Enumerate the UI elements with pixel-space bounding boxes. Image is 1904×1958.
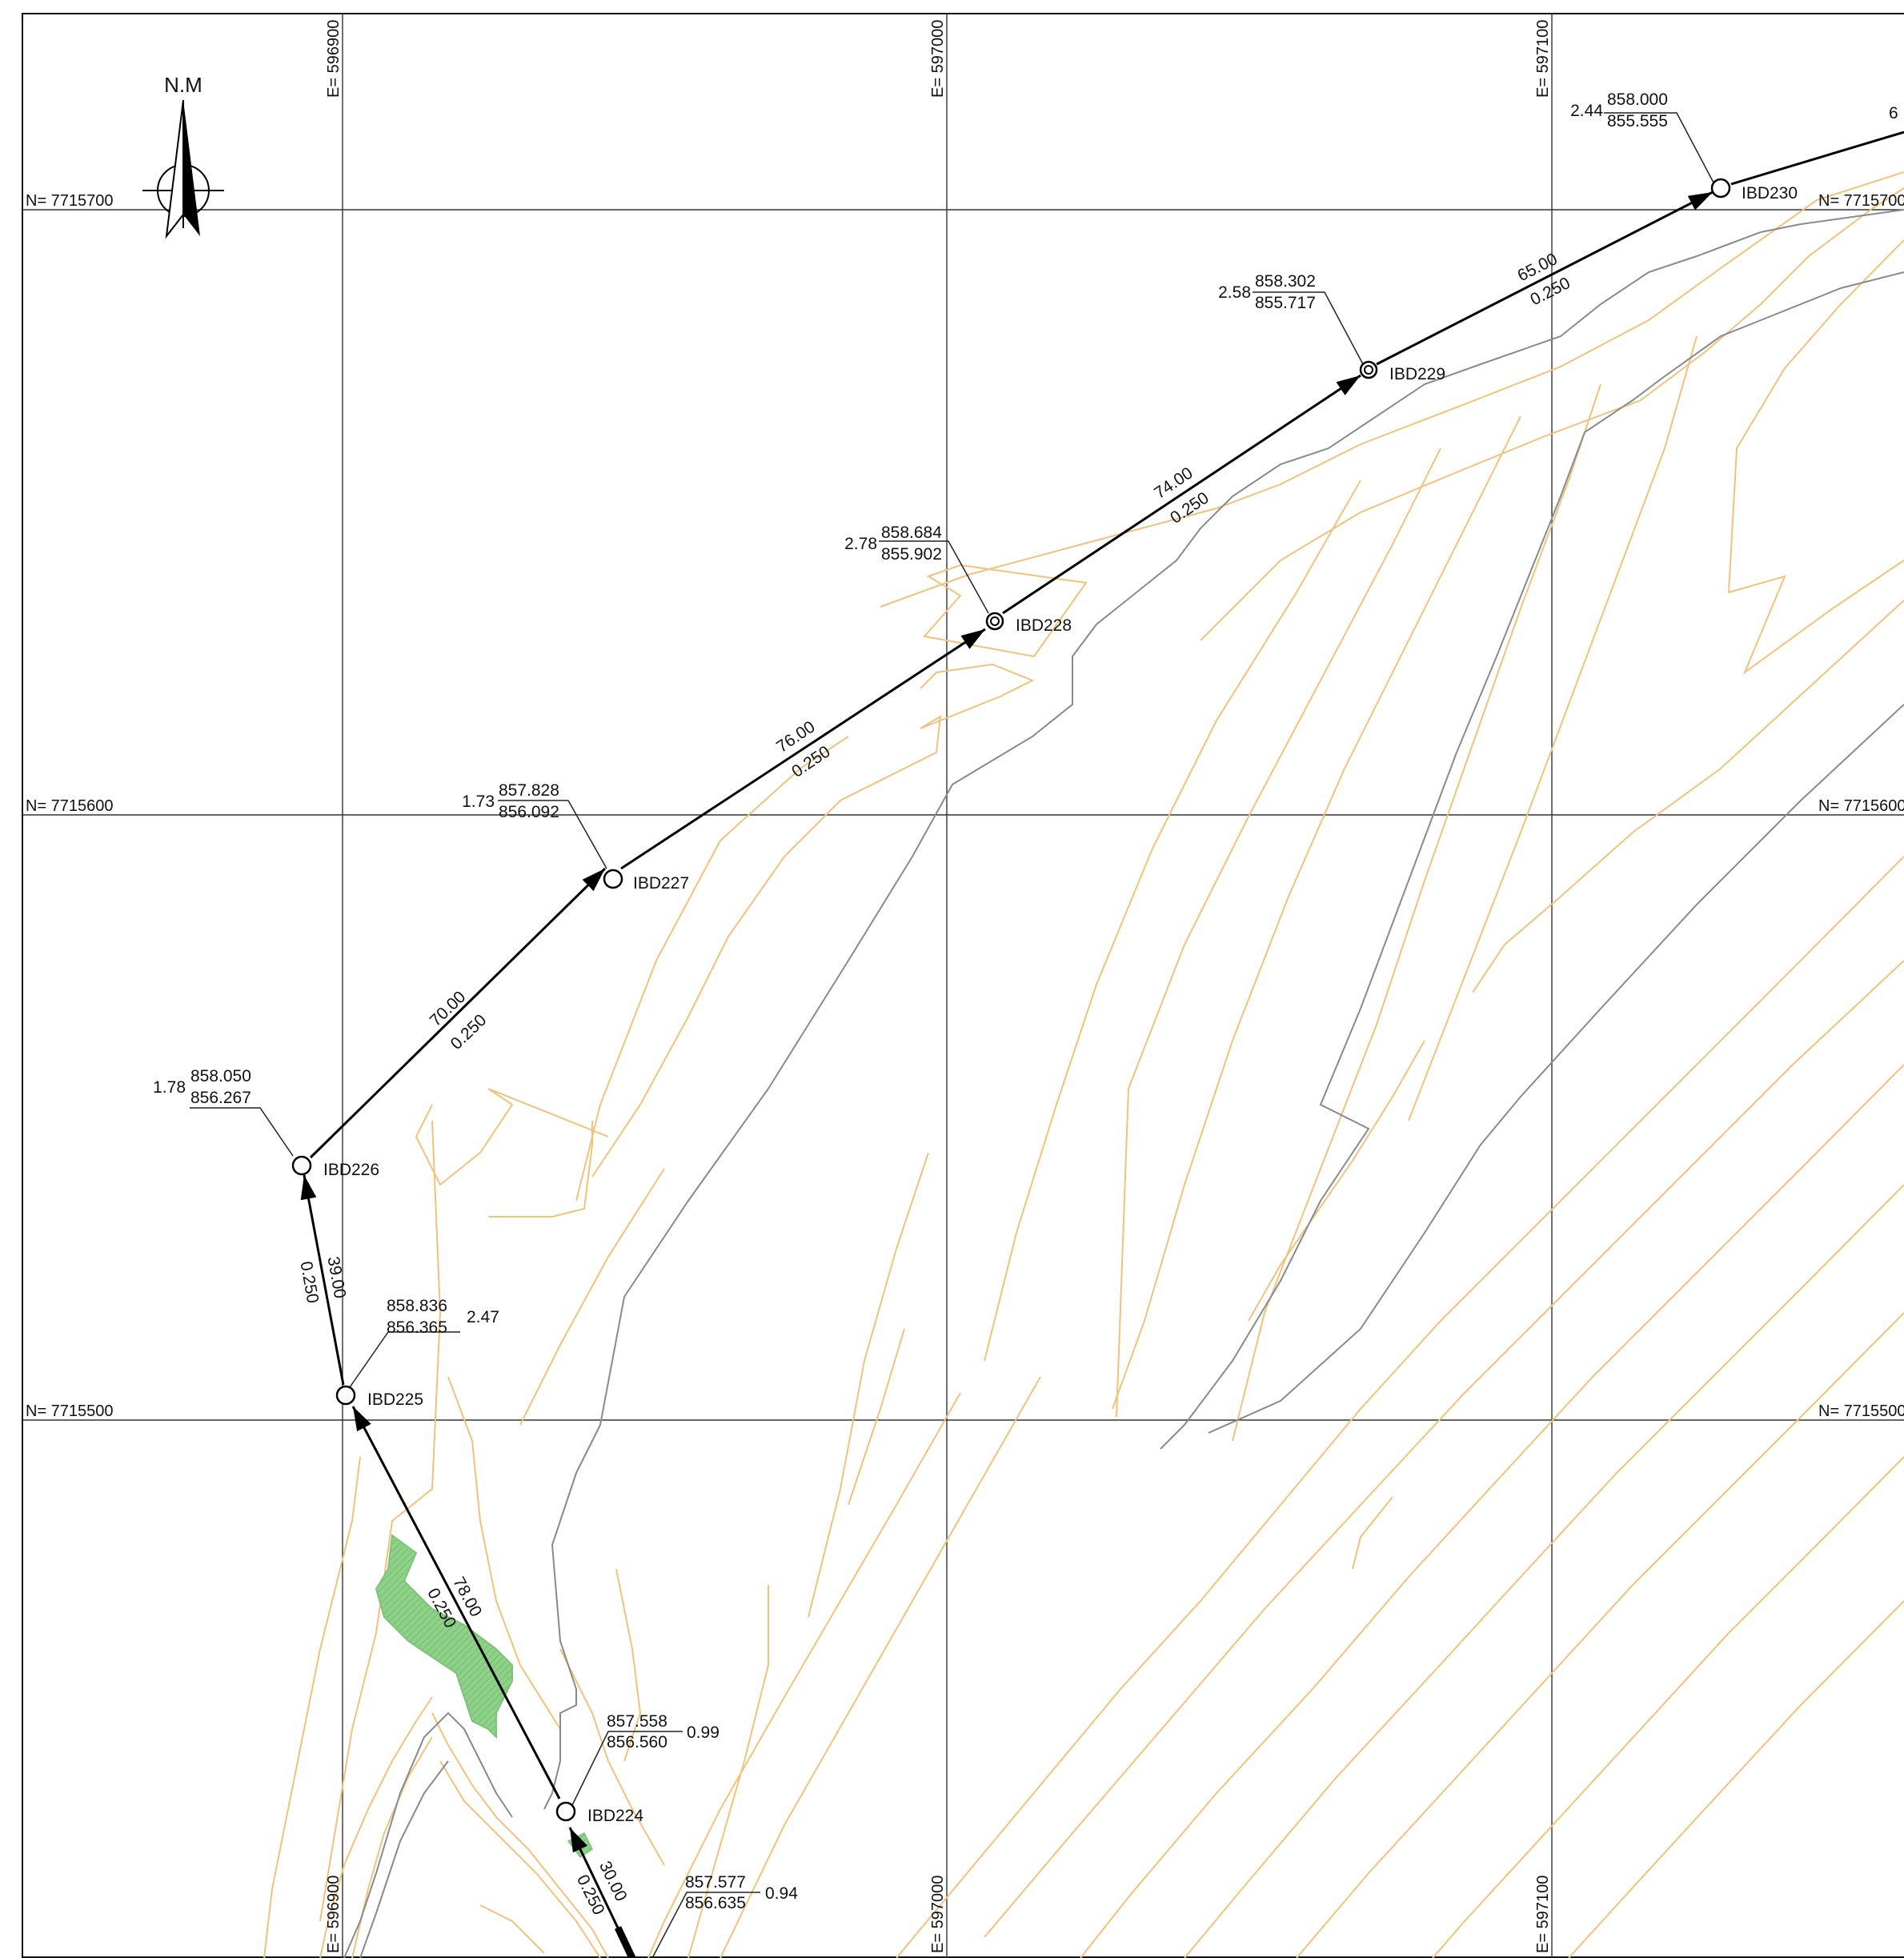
pipe-segment-ibd230-next (1730, 130, 1904, 186)
pipe-network (300, 130, 1904, 1958)
node-id-ibd226: IBD226 (323, 1161, 379, 1179)
ibd224-depth: 0.99 (687, 1723, 720, 1742)
pipe-segment-ibd229-ibd230 (1376, 191, 1714, 366)
node-id-ibd224: IBD224 (587, 1807, 643, 1825)
segment-length-3: 39.00 (324, 1255, 350, 1300)
easting-label-597000-top: E= 597000 (929, 20, 947, 98)
pipe-segment-ibd228-ibd229 (1002, 374, 1361, 615)
ibd228-top-elev: 858.684 (881, 524, 942, 542)
elevation-leaders (190, 112, 1715, 1958)
pipe-segment-ibd227-ibd228 (620, 628, 986, 870)
node-id-ibd230: IBD230 (1742, 184, 1798, 203)
ibd230-depth: 2.44 (1570, 102, 1603, 120)
node-id-ibd227: IBD227 (633, 874, 689, 893)
segment-length-8-partial: 6 (1889, 104, 1898, 122)
node-id-ibd225: IBD225 (367, 1390, 423, 1409)
ibd226-depth: 1.78 (153, 1078, 186, 1097)
northing-label-7715600-right: N= 7715600 (1818, 797, 1904, 815)
drawing-frame (22, 13, 1904, 1958)
ibd225-bottom-elev: 856.365 (387, 1318, 447, 1337)
ibd227-top-elev: 857.828 (499, 781, 559, 800)
manholes (291, 178, 1731, 1822)
ibd226-top-elev: 858.050 (190, 1067, 251, 1085)
node-id-ibd229: IBD229 (1389, 365, 1445, 383)
manhole-ibd229[interactable] (1359, 360, 1378, 379)
ibd227-bottom-elev: 856.092 (499, 803, 559, 821)
north-arrow-needle (183, 100, 200, 236)
easting-label-596900-top: E= 596900 (325, 20, 343, 98)
northing-label-7715700-left: N= 7715700 (26, 192, 114, 210)
easting-label-596900-bottom: E= 596900 (325, 1876, 343, 1953)
pipe-segment-ibd226-ibd227 (309, 867, 607, 1159)
manhole-ibd228[interactable] (985, 612, 1004, 631)
grid (22, 14, 1904, 1958)
ibd226-bottom-elev: 856.267 (190, 1089, 251, 1107)
ibd229-depth: 2.58 (1218, 283, 1251, 302)
ibd224-bottom-elev: 856.560 (607, 1733, 667, 1751)
segment-slope-3: 0.250 (297, 1260, 323, 1305)
manhole-ibd224[interactable] (555, 1801, 576, 1822)
north-arrow-label: N.M (164, 73, 202, 97)
easting-label-597000-bottom: E= 597000 (929, 1876, 947, 1953)
ibd229-bottom-elev: 855.717 (1255, 294, 1316, 312)
manhole-ibd227[interactable] (603, 869, 623, 889)
ibd230-top-elev: 858.000 (1607, 90, 1668, 109)
manhole-ibd225[interactable] (335, 1385, 356, 1406)
terrain-lines (343, 209, 1904, 1958)
manhole-ibd226[interactable] (291, 1155, 312, 1176)
node-labels: IBD224 IBD225 IBD226 IBD227 IBD228 IBD22… (323, 184, 1798, 1825)
segment-slope-6: 0.250 (1167, 488, 1212, 527)
terrain-contours (263, 171, 1904, 1958)
northing-label-7715700-right: N= 7715700 (1818, 192, 1904, 210)
easting-label-597100-bottom: E= 597100 (1534, 1876, 1552, 1953)
ibd225-top-elev: 858.836 (387, 1297, 447, 1315)
ibd228-bottom-elev: 855.902 (881, 545, 942, 564)
northing-label-7715500-left: N= 7715500 (26, 1402, 114, 1420)
segment-labels: 30.00 0.250 78.00 0.250 39.00 0.250 70.0… (297, 104, 1898, 1918)
ibd230-bottom-elev: 855.555 (1607, 112, 1668, 130)
extra-top-elev: 857.577 (685, 1873, 746, 1892)
ibd224-top-elev: 857.558 (607, 1712, 667, 1731)
ibd225-depth: 2.47 (467, 1308, 499, 1326)
ibd228-depth: 2.78 (844, 535, 877, 553)
extra-bottom-elev: 856.635 (685, 1894, 746, 1912)
pipe-inlet-thick (614, 1926, 636, 1958)
vegetation-area (375, 1534, 513, 1739)
elevation-tags: 857.558 856.560 0.99 858.836 856.365 2.4… (153, 90, 1668, 1912)
ibd229-top-elev: 858.302 (1255, 272, 1316, 291)
northing-label-7715500-right: N= 7715500 (1818, 1402, 1904, 1420)
north-arrow: N.M (142, 73, 224, 239)
pipe-segment-ibd225-ibd226 (300, 1174, 345, 1386)
grid-labels: E= 596900 E= 597000 E= 597100 E= 596900 … (26, 20, 1904, 1953)
pipe-segment-ibd224-ibd225 (351, 1406, 561, 1800)
extra-depth: 0.94 (765, 1884, 798, 1903)
manhole-ibd230[interactable] (1710, 178, 1731, 199)
node-id-ibd228: IBD228 (1016, 616, 1072, 635)
easting-label-597100-top: E= 597100 (1534, 20, 1552, 98)
northing-label-7715600-left: N= 7715600 (26, 797, 114, 815)
vegetation-area-small (567, 1832, 593, 1859)
ibd227-depth: 1.73 (462, 792, 495, 811)
